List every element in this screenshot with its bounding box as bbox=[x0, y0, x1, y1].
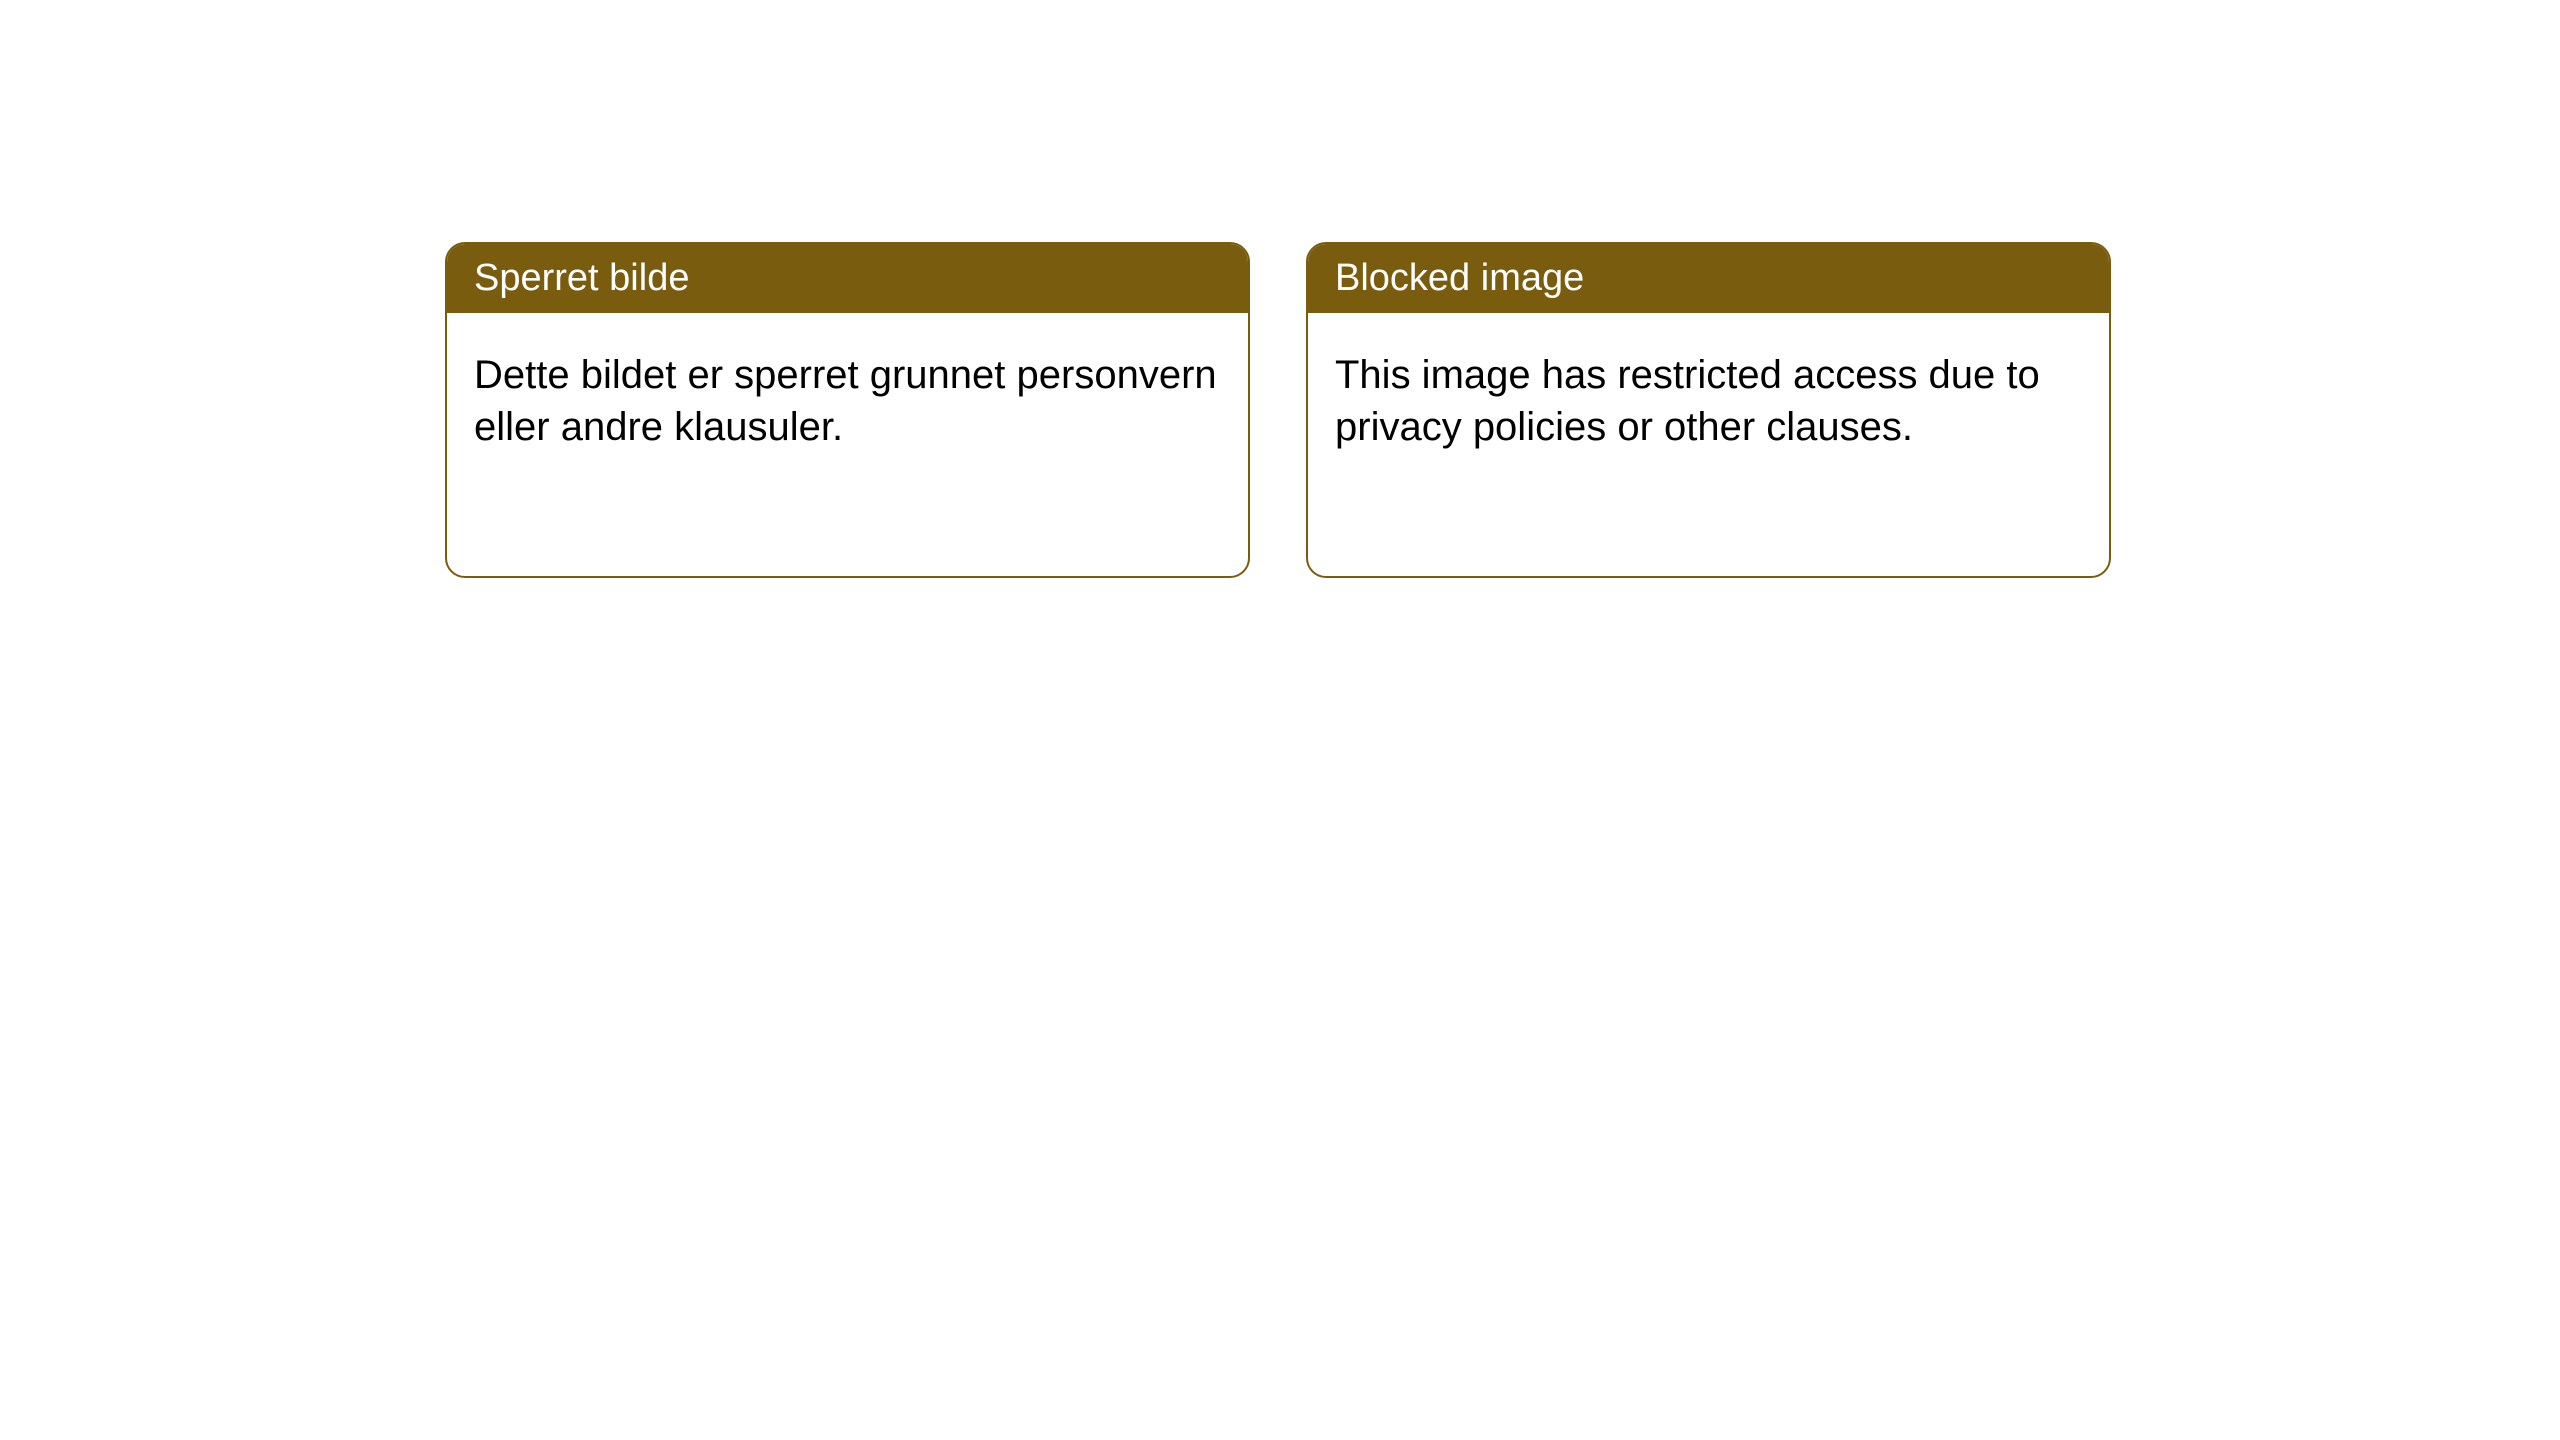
card-title: Blocked image bbox=[1335, 257, 1584, 299]
card-title: Sperret bilde bbox=[474, 257, 689, 299]
card-message: This image has restricted access due to … bbox=[1335, 353, 2040, 449]
card-body: Dette bildet er sperret grunnet personve… bbox=[447, 313, 1248, 489]
card-header: Blocked image bbox=[1308, 244, 2109, 313]
blocked-image-card-english: Blocked image This image has restricted … bbox=[1306, 242, 2111, 578]
blocked-image-card-norwegian: Sperret bilde Dette bildet er sperret gr… bbox=[445, 242, 1250, 578]
notice-container: Sperret bilde Dette bildet er sperret gr… bbox=[0, 0, 2560, 578]
card-message: Dette bildet er sperret grunnet personve… bbox=[474, 353, 1217, 449]
card-header: Sperret bilde bbox=[447, 244, 1248, 313]
card-body: This image has restricted access due to … bbox=[1308, 313, 2109, 489]
